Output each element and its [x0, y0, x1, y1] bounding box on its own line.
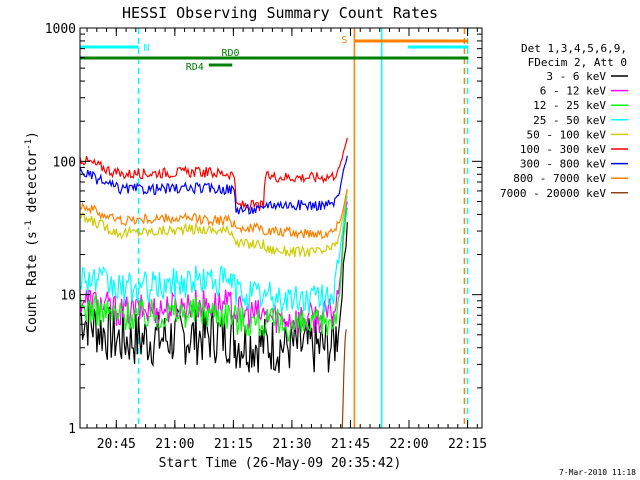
legend-label-8: 7000 - 20000 keV: [500, 187, 606, 200]
x-tick-label-1: 21:00: [155, 437, 194, 452]
legend-label-4: 50 - 100 keV: [527, 128, 607, 141]
series-line-6: [79, 155, 348, 215]
series-layer: [79, 137, 348, 429]
legend-title-line-1: Det 1,3,4,5,6,9,: [521, 42, 627, 55]
y-axis-label-sup2: -1: [24, 139, 34, 150]
y-axis-label-mid: detector: [25, 150, 40, 221]
plot-frame: [79, 27, 483, 429]
series-line-5: [79, 137, 348, 212]
series-line-7: [79, 188, 348, 240]
flag-label-2: S: [341, 35, 347, 46]
footer-timestamp: 7-Mar-2010 11:18: [559, 468, 636, 477]
legend-label-3: 25 - 50 keV: [533, 114, 606, 127]
legend-label-5: 100 - 300 keV: [520, 143, 606, 156]
series-line-2: [79, 207, 348, 342]
x-axis-ticks: 20:45 21:00 21:15 21:30 21:45 22:00 22:15: [86, 28, 487, 452]
legend-label-0: 3 - 6 keV: [546, 70, 606, 83]
legend-label-1: 6 - 12 keV: [540, 85, 607, 98]
x-tick-label-4: 21:45: [331, 437, 370, 452]
chart-title: HESSI Observing Summary Count Rates: [122, 4, 438, 22]
y-tick-label-0: 1: [68, 422, 76, 437]
legend: Det 1,3,4,5,6,9, FDecim 2, Att 0 3 - 6 k…: [500, 42, 628, 200]
legend-title-line-2: FDecim 2, Att 0: [528, 56, 627, 69]
y-axis-ticks: 1 10 100 1000: [45, 22, 482, 437]
legend-label-6: 300 - 800 keV: [520, 158, 606, 171]
y-axis-label-main: Count Rate (s: [25, 231, 40, 333]
y-axis-label-end: ): [25, 131, 40, 139]
x-tick-label-2: 21:15: [214, 437, 253, 452]
x-tick-label-0: 20:45: [97, 437, 136, 452]
series-line-0: [79, 222, 348, 373]
y-axis-label: Count Rate (s-1 detector-1): [24, 131, 40, 333]
x-axis-label: Start Time (26-May-09 20:35:42): [159, 456, 402, 471]
x-tick-label-3: 21:30: [272, 437, 311, 452]
y-axis-label-sup1: -1: [24, 220, 34, 231]
flag-label-0: N: [144, 43, 150, 54]
y-tick-label-3: 1000: [45, 22, 76, 37]
flag-bars: N S RD0 RD4: [80, 35, 469, 73]
series-line-4: [79, 190, 348, 258]
y-tick-label-2: 100: [53, 155, 76, 170]
series-line-8: [341, 329, 347, 429]
x-tick-label-6: 22:15: [448, 437, 487, 452]
legend-label-2: 12 - 25 keV: [533, 99, 606, 112]
svg-text:Count Rate (s-1 detector-1): Count Rate (s-1 detector-1): [24, 131, 40, 333]
x-tick-label-5: 22:00: [389, 437, 428, 452]
flag-label-4: RD4: [186, 62, 204, 73]
vertical-markers: [137, 28, 469, 428]
series-line-3: [79, 195, 348, 314]
legend-label-7: 800 - 7000 keV: [513, 172, 606, 185]
y-tick-label-1: 10: [60, 289, 76, 304]
flag-label-3: RD0: [221, 48, 239, 59]
